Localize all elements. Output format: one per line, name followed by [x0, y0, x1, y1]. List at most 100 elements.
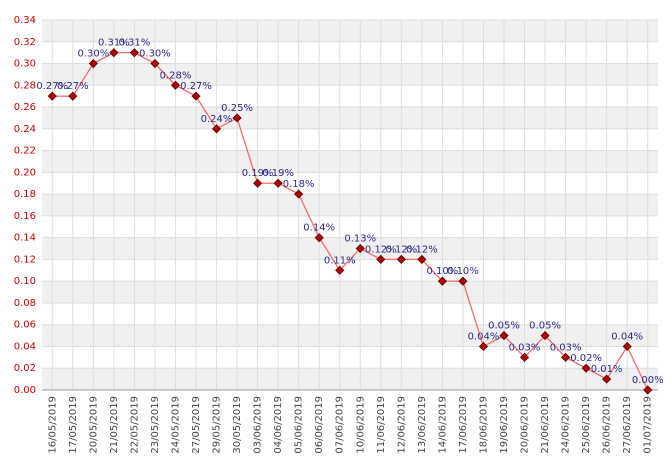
- data-label: 0.03%: [550, 342, 582, 353]
- marker: [232, 113, 242, 123]
- marker: [643, 385, 653, 395]
- data-label: 0.30%: [139, 49, 171, 60]
- data-label: 0.27%: [180, 81, 212, 92]
- x-tick-label: 17/06/2019: [458, 396, 469, 454]
- x-tick-label: 21/06/2019: [540, 396, 551, 454]
- marker: [622, 341, 632, 352]
- marker: [499, 331, 509, 341]
- x-tick-label: 10/06/2019: [355, 396, 366, 454]
- marker: [602, 374, 612, 384]
- marker: [519, 352, 530, 362]
- marker: [170, 80, 181, 90]
- y-tick-label: 0.16: [14, 211, 36, 222]
- x-tick-label: 29/05/2019: [212, 396, 223, 454]
- marker: [47, 91, 57, 101]
- data-label: 0.19%: [242, 168, 274, 179]
- data-label: 0.25%: [221, 103, 253, 114]
- x-tick-label: 19/06/2019: [499, 396, 510, 454]
- marker: [253, 178, 263, 188]
- x-tick-label: 04/06/2019: [273, 396, 284, 454]
- data-label: 0.04%: [611, 331, 643, 342]
- x-tick-label: 22/05/2019: [129, 396, 140, 454]
- x-tick-label: 14/06/2019: [437, 396, 448, 454]
- x-tick-label: 26/06/2019: [602, 396, 613, 454]
- y-tick-label: 0.20: [14, 167, 36, 178]
- marker: [458, 276, 468, 286]
- x-tick-label: 20/06/2019: [520, 396, 531, 454]
- data-label: 0.13%: [344, 234, 376, 245]
- x-tick-label: 18/06/2019: [478, 396, 489, 454]
- y-tick-label: 0.28: [14, 80, 36, 91]
- data-label: 0.03%: [509, 342, 541, 353]
- x-tick-label: 30/05/2019: [232, 396, 243, 454]
- y-tick-label: 0.18: [14, 189, 36, 200]
- marker: [355, 243, 365, 254]
- marker: [191, 91, 201, 101]
- marker: [273, 178, 283, 188]
- y-tick-label: 0.30: [14, 59, 36, 70]
- x-tick-label: 12/06/2019: [396, 396, 407, 454]
- x-tick-label: 24/06/2019: [561, 396, 572, 454]
- x-tick-label: 24/05/2019: [170, 396, 181, 454]
- x-tick-label: 27/06/2019: [622, 396, 633, 454]
- x-tick-label: 06/06/2019: [314, 396, 325, 454]
- y-tick-label: 0.26: [14, 102, 36, 113]
- x-tick-label: 21/05/2019: [109, 396, 120, 454]
- x-tick-label: 07/06/2019: [335, 396, 346, 454]
- marker: [437, 276, 447, 286]
- x-tick-label: 05/06/2019: [294, 396, 305, 454]
- data-label: 0.24%: [201, 114, 233, 125]
- x-tick-label: 01/07/2019: [643, 396, 654, 454]
- marker: [314, 233, 324, 243]
- x-tick-label: 16/05/2019: [47, 396, 58, 454]
- y-tick-label: 0.02: [14, 363, 36, 374]
- data-label: 0.05%: [529, 321, 561, 332]
- data-label: 0.31%: [119, 38, 151, 49]
- data-label: 0.31%: [98, 38, 130, 49]
- data-label: 0.27%: [57, 81, 89, 92]
- marker: [396, 254, 406, 264]
- data-label: 0.27%: [36, 81, 68, 92]
- data-label: 0.12%: [385, 244, 417, 255]
- y-tick-label: 0.04: [14, 341, 36, 352]
- data-label: 0.00%: [632, 375, 664, 386]
- y-tick-label: 0.00: [14, 385, 36, 396]
- marker: [581, 363, 591, 373]
- marker: [417, 254, 427, 264]
- y-tick-label: 0.10: [14, 276, 36, 287]
- data-label: 0.14%: [303, 223, 335, 234]
- marker: [150, 58, 160, 69]
- data-label: 0.10%: [447, 266, 479, 277]
- marker: [294, 189, 304, 199]
- data-label: 0.18%: [283, 179, 315, 190]
- x-tick-label: 27/05/2019: [191, 396, 202, 454]
- x-tick-label: 23/05/2019: [150, 396, 161, 454]
- x-tick-label: 03/06/2019: [253, 396, 264, 454]
- data-label: 0.11%: [324, 255, 356, 266]
- data-label: 0.02%: [570, 353, 602, 364]
- marker: [540, 331, 550, 341]
- data-label: 0.28%: [160, 70, 192, 81]
- marker: [376, 254, 386, 264]
- line: [52, 51, 649, 391]
- y-tick-label: 0.34: [14, 15, 36, 26]
- data-label: 0.12%: [406, 244, 438, 255]
- x-tick-label: 17/05/2019: [68, 396, 79, 454]
- data-label: 0.05%: [488, 321, 520, 332]
- y-tick-label: 0.22: [14, 146, 36, 157]
- data-label: 0.30%: [77, 49, 109, 60]
- y-tick-label: 0.12: [14, 254, 36, 265]
- marker: [88, 58, 98, 69]
- marker: [68, 91, 78, 101]
- x-tick-label: 13/06/2019: [417, 396, 428, 454]
- x-tick-label: 11/06/2019: [376, 396, 387, 454]
- marker: [129, 48, 139, 58]
- data-label: 0.10%: [427, 266, 459, 277]
- data-label: 0.04%: [468, 331, 500, 342]
- x-tick-label: 25/06/2019: [581, 396, 592, 454]
- marker: [478, 341, 489, 352]
- y-tick-label: 0.08: [14, 298, 36, 309]
- marker: [335, 265, 345, 275]
- y-tick-label: 0.24: [14, 124, 36, 135]
